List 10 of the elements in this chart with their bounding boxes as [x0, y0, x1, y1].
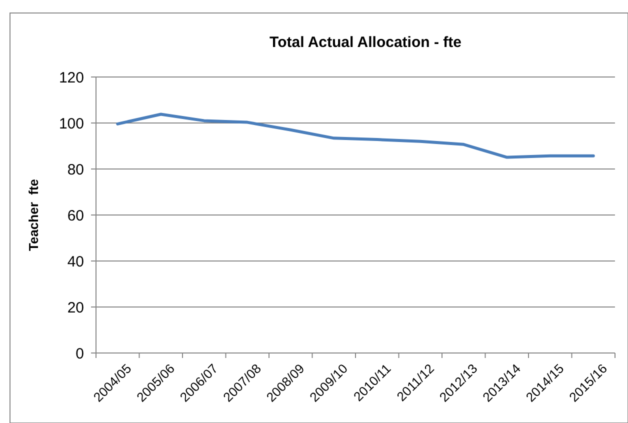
line-series	[116, 112, 595, 159]
y-tick-label: 80	[67, 161, 84, 178]
y-tick-label: 0	[76, 345, 84, 362]
y-tick-label: 60	[67, 207, 84, 224]
y-tick-label: 20	[67, 299, 84, 316]
y-tick-label: 40	[67, 253, 84, 270]
y-tick-label: 100	[58, 115, 84, 132]
y-axis-title: Teacher fte	[26, 178, 41, 252]
chart-title: Total Actual Allocation - fte	[270, 34, 462, 51]
y-tick-label: 120	[58, 69, 84, 86]
